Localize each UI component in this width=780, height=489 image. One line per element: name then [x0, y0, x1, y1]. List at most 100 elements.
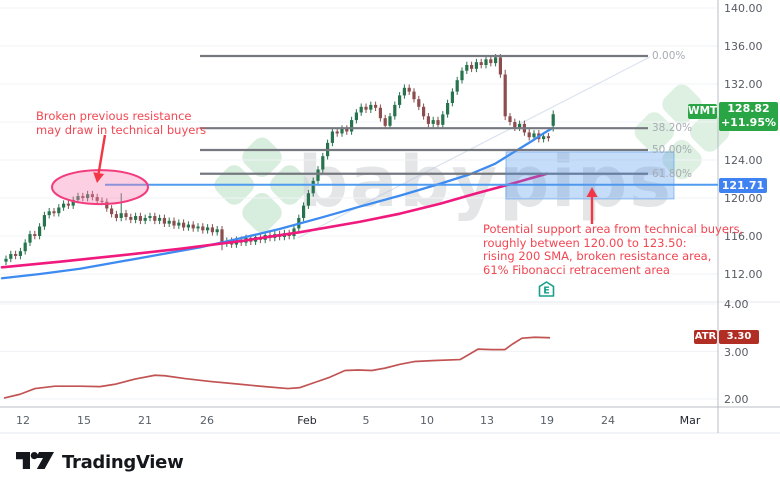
candle-body [330, 131, 334, 143]
candle-body [470, 65, 474, 69]
candle-body [345, 128, 349, 132]
candle-body [167, 220, 171, 224]
atr-tick-label: 3.00 [724, 345, 749, 359]
annotation-arrow-line-0[interactable] [97, 134, 107, 174]
candle-body [23, 242, 27, 252]
candle-body [364, 106, 368, 110]
candle-body [153, 216, 157, 221]
candle-body [110, 208, 114, 215]
candle-body [359, 106, 363, 113]
candle-body [316, 169, 320, 181]
candle-body [369, 104, 373, 110]
atr-indicator-pane[interactable] [0, 302, 718, 407]
last-price-value: 128.82 [727, 102, 770, 115]
candle-body [455, 80, 459, 92]
candle-body [42, 215, 46, 227]
candle-body [172, 220, 176, 226]
candle-body [374, 104, 378, 108]
candle-body [388, 116, 392, 126]
candle-body [446, 103, 450, 115]
time-tick-label: Mar [679, 414, 701, 427]
candle-body [95, 197, 99, 201]
support-annotation-line4: 61% Fibonacci retracement area [483, 262, 670, 277]
time-tick-label: 15 [77, 414, 91, 427]
price-tick-label: 132.00 [724, 78, 763, 91]
time-tick-label: Feb [297, 414, 317, 427]
fib-label-50: 50.00% [652, 144, 693, 156]
candle-body [38, 226, 42, 236]
candle-body [114, 214, 118, 218]
annotation-arrow-head-0 [93, 172, 105, 183]
resistance-annotation-text[interactable]: Broken previous resistance may draw in t… [36, 109, 206, 137]
time-tick-label: 12 [16, 414, 30, 427]
candle-body [311, 180, 315, 194]
resistance-annotation-line1: Broken previous resistance [36, 109, 192, 123]
candle-body [532, 133, 536, 138]
candle-body [436, 120, 440, 125]
tradingview-logo-icon [16, 452, 54, 469]
candle-body [383, 118, 387, 126]
candle-body [513, 122, 517, 128]
candle-body [28, 234, 32, 243]
candle-body [321, 156, 325, 170]
candle-body [158, 217, 162, 221]
candle-body [215, 229, 219, 233]
candle-body [105, 201, 109, 209]
fib-label-38-2: 38.20% [652, 122, 693, 134]
candle-body [474, 62, 478, 69]
candle-body [412, 91, 416, 100]
time-tick-label: 19 [540, 414, 554, 427]
time-tick-label: 10 [420, 414, 434, 427]
tradingview-logo[interactable]: TradingView [16, 449, 184, 475]
candle-body [177, 222, 181, 226]
candle-body [52, 211, 56, 214]
candle-body [9, 254, 13, 259]
price-tick-label: 116.00 [724, 230, 763, 243]
candle-body [335, 131, 339, 134]
time-tick-label: 21 [138, 414, 152, 427]
candle-body [402, 87, 406, 96]
support-annotation-text[interactable]: Potential support area from technical bu… [483, 222, 743, 277]
last-price-badge: 128.82 +11.95% [719, 102, 778, 131]
candle-body [71, 199, 75, 206]
candle-body [119, 213, 123, 218]
price-axis[interactable]: 140.00136.00132.00128.00124.00120.00116.… [718, 0, 780, 433]
earnings-marker-letter: E [543, 286, 550, 297]
candle-body [527, 132, 531, 138]
candle-body [220, 229, 224, 244]
candle-body [62, 203, 66, 208]
candle-body [57, 207, 61, 214]
candle-body [503, 74, 507, 117]
support-annotation-line2: roughly between 120.00 to 123.50: [483, 235, 687, 250]
candle-body [407, 87, 411, 92]
candle-body [489, 59, 493, 64]
candle-body [76, 196, 80, 200]
candle-body [551, 114, 555, 126]
candle-body [206, 227, 210, 231]
candle-body [465, 65, 469, 71]
candle-body [350, 120, 354, 132]
annotation-arrow-head-1 [586, 187, 598, 197]
candle-body [14, 254, 18, 256]
candle-body [426, 116, 430, 124]
candle-body [479, 62, 483, 65]
atr-line[interactable] [3, 336, 551, 399]
candle-body [494, 57, 498, 64]
price-tick-label: 136.00 [724, 40, 763, 53]
price-tick-label: 124.00 [724, 154, 763, 167]
candle-body [196, 226, 200, 229]
earnings-marker-icon[interactable] [538, 281, 555, 297]
candle-body [186, 224, 190, 228]
time-axis[interactable]: 12 15 21 26 Feb 5 10 13 19 24 Mar [0, 407, 718, 433]
candle-body [100, 200, 104, 202]
chart-canvas[interactable]: babypips E [0, 0, 780, 436]
candle-body [354, 112, 358, 121]
candle-body [398, 95, 402, 105]
candle-body [201, 226, 205, 231]
candle-body [81, 196, 85, 198]
price-tick-label: 112.00 [724, 268, 763, 281]
support-annotation-line3: rising 200 SMA, broken resistance area, [483, 249, 712, 263]
atr-value-badge: 3.30 [719, 330, 759, 344]
candle-body [66, 203, 70, 206]
